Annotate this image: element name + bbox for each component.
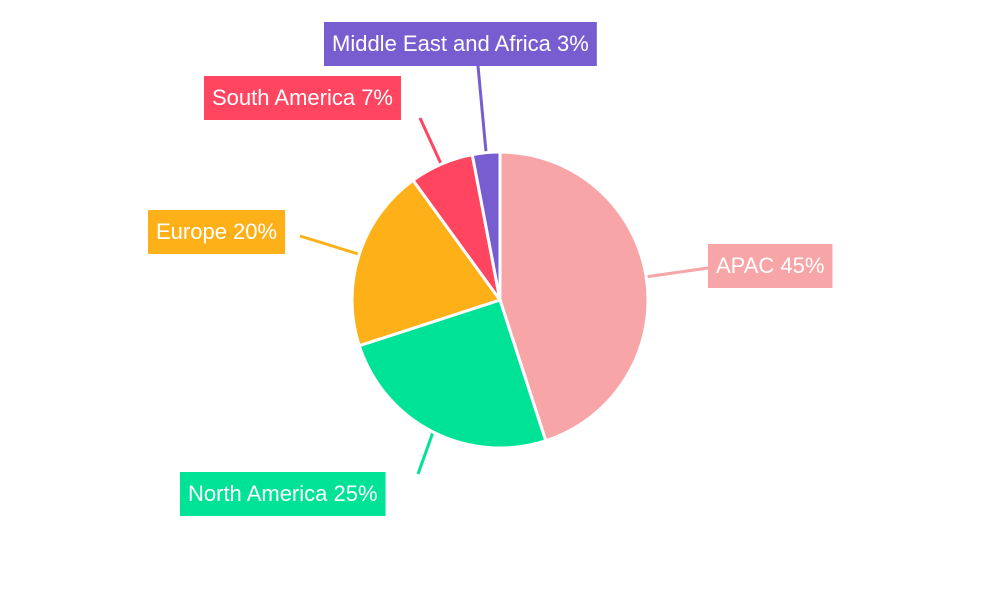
label-box: [180, 472, 386, 516]
leader-line: [416, 429, 436, 475]
label-text: Middle East and Africa 3%: [332, 31, 589, 56]
label-text: Europe 20%: [156, 219, 277, 244]
label-box: [324, 22, 597, 66]
label-text: APAC 45%: [716, 253, 824, 278]
slices: [350, 150, 650, 450]
pie-slice: [350, 178, 503, 348]
leader-lines: [299, 65, 709, 475]
pie-slice: [470, 150, 502, 301]
pie-slice: [498, 150, 650, 443]
leader-line: [476, 65, 488, 155]
leader-line: [299, 234, 362, 257]
label-box: [708, 244, 833, 288]
label-box: [148, 210, 286, 254]
data-label: APAC 45%: [708, 244, 833, 288]
labels: APAC 45% North America 25% Europe 20% South…: [148, 22, 833, 516]
label-box: [204, 76, 401, 120]
leader-line: [418, 117, 444, 167]
data-label: Europe 20%: [148, 210, 286, 254]
pie-slice: [357, 298, 548, 450]
data-label: South America 7%: [204, 76, 401, 120]
leader-line: [643, 266, 709, 279]
label-text: South America 7%: [212, 85, 393, 110]
data-label: Middle East and Africa 3%: [324, 22, 597, 66]
label-text: North America 25%: [188, 481, 378, 506]
data-label: North America 25%: [180, 472, 386, 516]
